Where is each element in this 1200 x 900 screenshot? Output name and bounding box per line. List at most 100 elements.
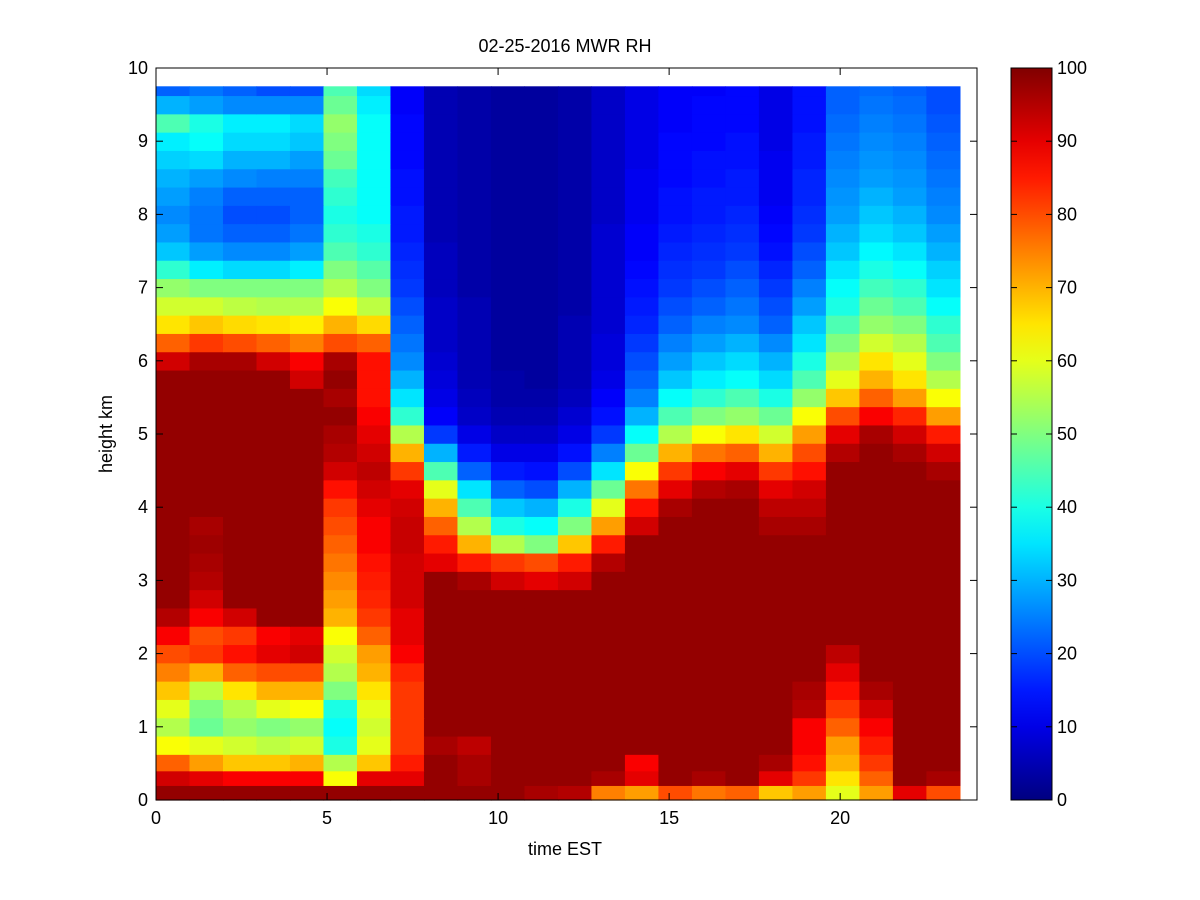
heatmap-cell <box>222 589 258 609</box>
heatmap-cell <box>356 662 392 682</box>
heatmap-cell <box>658 770 693 786</box>
heatmap-cell <box>222 205 258 225</box>
heatmap-cell <box>758 662 794 682</box>
heatmap-cell <box>222 479 258 499</box>
heatmap-cell <box>758 498 794 517</box>
heatmap-cell <box>323 552 358 572</box>
heatmap-cell <box>859 735 894 755</box>
heatmap-cell <box>222 571 258 591</box>
y-tick-label: 0 <box>138 790 148 810</box>
heatmap-cell <box>490 754 526 772</box>
heatmap-cell <box>758 424 794 444</box>
heatmap-cell <box>256 168 291 188</box>
heatmap-cell <box>423 516 459 536</box>
heatmap-cell <box>323 241 358 261</box>
heatmap-cell <box>524 150 559 170</box>
heatmap-cell <box>390 662 425 682</box>
heatmap-cell <box>189 552 224 572</box>
heatmap-cell <box>691 626 727 646</box>
heatmap-cell <box>725 113 760 133</box>
heatmap-cell <box>624 315 660 334</box>
heatmap-cell <box>390 369 425 389</box>
heatmap-cell <box>658 607 693 627</box>
heatmap-cell <box>323 95 358 115</box>
heatmap-cell <box>390 589 425 609</box>
heatmap-cell <box>423 681 459 700</box>
heatmap-cell <box>825 552 861 572</box>
heatmap-cell <box>323 754 358 772</box>
heatmap-cell <box>423 186 459 206</box>
heatmap-cell <box>156 589 191 609</box>
heatmap-cell <box>591 241 626 261</box>
heatmap-cell <box>557 315 593 334</box>
heatmap-cell <box>591 754 626 772</box>
heatmap-cell <box>256 498 291 517</box>
heatmap-cell <box>859 333 894 353</box>
heatmap-cell <box>691 662 727 682</box>
heatmap-cell <box>156 770 191 786</box>
heatmap-cell <box>825 369 861 389</box>
heatmap-cell <box>691 315 727 334</box>
heatmap-cell <box>524 186 559 206</box>
y-tick-label: 4 <box>138 497 148 517</box>
heatmap-cell <box>792 479 827 499</box>
heatmap-cell <box>892 95 927 115</box>
heatmap-cell <box>490 333 526 353</box>
heatmap-cell <box>457 86 492 97</box>
heatmap-cell <box>658 223 693 243</box>
heatmap-cell <box>524 95 559 115</box>
heatmap-cell <box>591 699 626 719</box>
heatmap-cell <box>156 443 191 463</box>
heatmap-cell <box>624 644 660 664</box>
heatmap-cell <box>591 424 626 444</box>
heatmap-cell <box>725 406 760 426</box>
heatmap-cell <box>222 699 258 719</box>
heatmap-cell <box>758 644 794 664</box>
heatmap-cell <box>926 552 961 572</box>
heatmap-cell <box>691 571 727 591</box>
heatmap-cell <box>356 296 392 316</box>
heatmap-cell <box>323 369 358 389</box>
heatmap-cell <box>892 388 927 408</box>
heatmap-cell <box>490 785 526 801</box>
heatmap-cell <box>892 589 927 609</box>
heatmap-cell <box>758 516 794 536</box>
heatmap-cell <box>758 205 794 225</box>
heatmap-cell <box>557 552 593 572</box>
heatmap-cell <box>792 351 827 371</box>
heatmap-cell <box>926 607 961 627</box>
heatmap-cell <box>490 681 526 700</box>
heatmap-cell <box>289 388 325 408</box>
heatmap-cell <box>490 479 526 499</box>
heatmap-cell <box>892 333 927 353</box>
heatmap-cell <box>859 699 894 719</box>
heatmap-cell <box>792 113 827 133</box>
y-tick-label: 3 <box>138 570 148 590</box>
y-axis-label: height km <box>96 395 116 473</box>
heatmap-cell <box>390 681 425 700</box>
heatmap-cell <box>892 315 927 334</box>
heatmap-cell <box>758 241 794 261</box>
heatmap-cell <box>323 113 358 133</box>
heatmap-cell <box>390 132 425 151</box>
heatmap-cell <box>189 770 224 786</box>
heatmap-cell <box>222 785 258 801</box>
heatmap-cell <box>557 770 593 786</box>
heatmap-cell <box>658 571 693 591</box>
heatmap-cell <box>859 552 894 572</box>
heatmap-cell <box>524 589 559 609</box>
heatmap-cell <box>423 113 459 133</box>
heatmap-cell <box>691 699 727 719</box>
heatmap-cell <box>457 388 492 408</box>
heatmap-cell <box>390 516 425 536</box>
heatmap-cell <box>189 498 224 517</box>
heatmap-cell <box>926 662 961 682</box>
heatmap-cell <box>792 315 827 334</box>
heatmap-cell <box>591 95 626 115</box>
heatmap-cell <box>825 424 861 444</box>
heatmap-cell <box>457 223 492 243</box>
heatmap-cell <box>557 333 593 353</box>
heatmap-cell <box>156 186 191 206</box>
heatmap-cell <box>457 552 492 572</box>
heatmap-cell <box>758 223 794 243</box>
